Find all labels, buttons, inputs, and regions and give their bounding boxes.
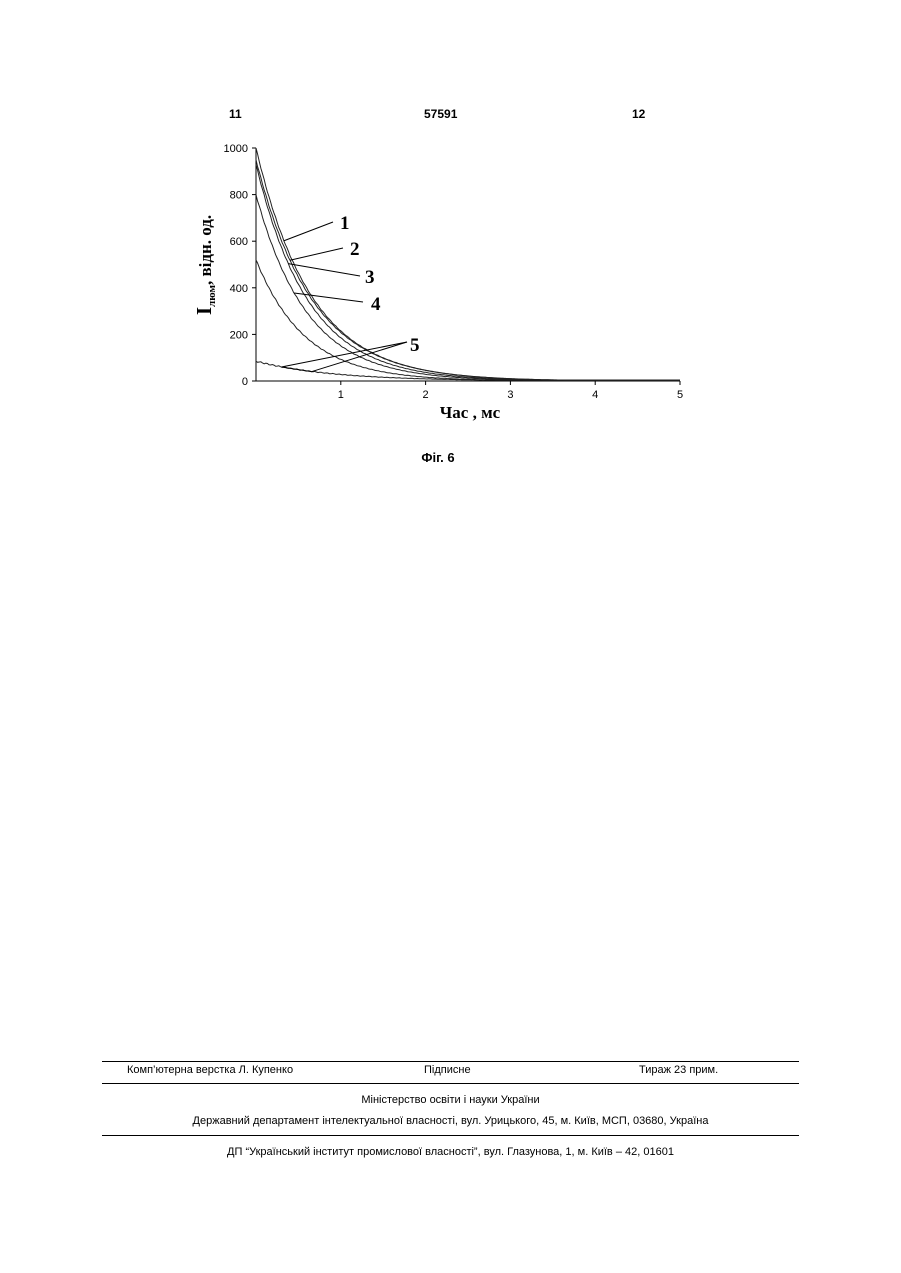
- callout-leader-2: [290, 248, 343, 260]
- y-tick-label: 800: [230, 190, 248, 202]
- y-tick-label: 0: [242, 376, 248, 388]
- decay-chart: 0200400600800100012345 12345 Iлюм, відн.…: [180, 130, 700, 430]
- callout-label-2: 2: [350, 239, 360, 260]
- page-number-left: 11: [229, 107, 242, 121]
- x-tick-label: 3: [507, 389, 513, 401]
- x-tick-label: 4: [592, 389, 598, 401]
- footer-rule-bottom: [102, 1135, 799, 1136]
- callout-leader-5c: [281, 367, 311, 372]
- y-tick-label: 600: [230, 236, 248, 248]
- footer-rule-top: [102, 1061, 799, 1062]
- page-number-right: 12: [632, 107, 645, 121]
- y-tick-label: 200: [230, 329, 248, 341]
- y-tick-label: 400: [230, 283, 248, 295]
- footer-rule-middle: [102, 1083, 799, 1084]
- callout-label-3: 3: [365, 267, 375, 288]
- chart-curves: [256, 148, 680, 380]
- chart-axes: [256, 148, 680, 381]
- decay-curve-2: [256, 160, 680, 381]
- x-axis-title: Час , мс: [440, 403, 501, 422]
- y-axis-title-rest: , відн. од.: [196, 215, 215, 285]
- y-tick-label: 1000: [224, 143, 248, 155]
- footer-ministry: Міністерство освіти і науки України: [102, 1094, 799, 1106]
- decay-curve-4: [256, 195, 680, 381]
- footer-print-run: Тираж 23 прим.: [639, 1064, 718, 1076]
- y-axis-title-main: I: [192, 307, 216, 315]
- footer-department: Державний департамент інтелектуальної вл…: [102, 1115, 799, 1127]
- y-axis-title-sub: люм: [206, 285, 218, 307]
- callout-label-5: 5: [410, 335, 420, 356]
- patent-number: 57591: [424, 107, 457, 121]
- callout-label-4: 4: [371, 294, 381, 315]
- decay-curve-1: [256, 148, 680, 380]
- footer-signed: Підписне: [424, 1064, 471, 1076]
- callout-leaders: [281, 222, 407, 372]
- callout-leader-1: [284, 222, 333, 241]
- x-tick-label: 2: [423, 389, 429, 401]
- y-axis-title: Iлюм, відн. од.: [192, 215, 218, 315]
- footer-institute: ДП “Український інститут промислової вла…: [102, 1146, 799, 1158]
- callout-label-1: 1: [340, 213, 350, 234]
- figure-caption: Фіг. 6: [0, 450, 876, 465]
- x-tick-label: 5: [677, 389, 683, 401]
- footer-typesetter: Комп’ютерна верстка Л. Купенко: [127, 1064, 293, 1076]
- decay-curve-5: [256, 260, 680, 380]
- callout-labels: 123 4 5: [340, 213, 420, 356]
- callout-leader-4: [294, 293, 363, 302]
- x-tick-label: 1: [338, 389, 344, 401]
